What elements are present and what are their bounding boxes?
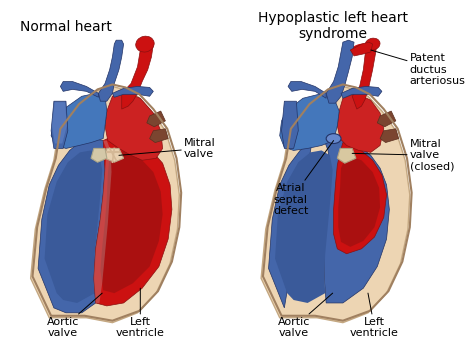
Polygon shape — [112, 87, 153, 97]
Polygon shape — [99, 40, 124, 101]
Polygon shape — [261, 87, 410, 323]
Polygon shape — [52, 102, 67, 144]
Polygon shape — [94, 136, 172, 306]
Polygon shape — [105, 149, 124, 162]
Polygon shape — [377, 111, 396, 127]
Polygon shape — [105, 92, 163, 160]
Text: Mitral
valve
(closed): Mitral valve (closed) — [352, 139, 454, 172]
Polygon shape — [380, 129, 399, 143]
Polygon shape — [45, 150, 102, 303]
Polygon shape — [337, 93, 384, 152]
Text: Hypoplastic left heart
syndrome: Hypoplastic left heart syndrome — [258, 11, 408, 41]
Polygon shape — [338, 155, 380, 247]
Text: Patent
ductus
arteriosus: Patent ductus arteriosus — [371, 50, 465, 86]
Polygon shape — [150, 129, 168, 143]
Polygon shape — [91, 149, 107, 162]
Polygon shape — [38, 139, 107, 313]
Polygon shape — [51, 93, 107, 149]
Polygon shape — [280, 94, 339, 150]
Text: Left
ventricle: Left ventricle — [350, 293, 399, 338]
Polygon shape — [275, 150, 333, 303]
Polygon shape — [51, 101, 68, 149]
Polygon shape — [341, 87, 382, 98]
Polygon shape — [337, 149, 356, 163]
Text: Aortic
valve: Aortic valve — [277, 293, 333, 338]
Polygon shape — [31, 87, 179, 323]
Text: Left
ventricle: Left ventricle — [116, 288, 165, 338]
Polygon shape — [352, 40, 377, 109]
Polygon shape — [122, 40, 153, 109]
Polygon shape — [288, 82, 326, 98]
Polygon shape — [60, 82, 99, 97]
Ellipse shape — [326, 134, 341, 144]
Polygon shape — [269, 139, 389, 308]
Polygon shape — [334, 143, 387, 254]
Polygon shape — [282, 101, 298, 149]
Polygon shape — [326, 40, 354, 103]
Text: Normal heart: Normal heart — [19, 20, 111, 34]
Polygon shape — [94, 140, 111, 303]
Text: Mitral
valve: Mitral valve — [119, 138, 216, 159]
Ellipse shape — [136, 36, 154, 52]
Polygon shape — [147, 111, 165, 127]
Text: Atrial
septal
defect: Atrial septal defect — [273, 140, 334, 216]
Text: Aortic
valve: Aortic valve — [47, 293, 102, 338]
Polygon shape — [350, 42, 373, 56]
Polygon shape — [100, 150, 163, 293]
Ellipse shape — [365, 38, 380, 50]
